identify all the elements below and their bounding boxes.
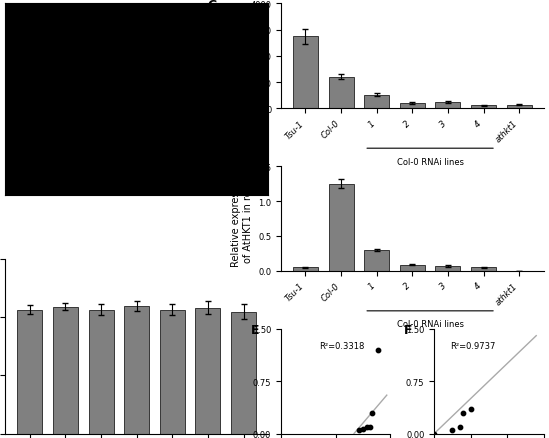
Bar bbox=[435, 103, 461, 109]
Point bbox=[373, 346, 382, 353]
Bar bbox=[18, 310, 42, 434]
Text: E: E bbox=[250, 324, 259, 337]
Bar bbox=[364, 95, 389, 109]
Point bbox=[362, 424, 371, 431]
Bar bbox=[293, 37, 318, 109]
Point bbox=[358, 425, 367, 432]
Bar bbox=[329, 78, 354, 109]
Point bbox=[448, 427, 457, 434]
Bar bbox=[88, 310, 114, 434]
Text: Col-0 RNAi lines: Col-0 RNAi lines bbox=[396, 319, 463, 328]
Point bbox=[466, 406, 475, 413]
Bar bbox=[471, 106, 496, 109]
Point bbox=[368, 409, 377, 416]
Point bbox=[430, 430, 439, 437]
Bar bbox=[124, 306, 149, 434]
Bar bbox=[53, 307, 78, 434]
Text: F: F bbox=[404, 324, 412, 337]
Y-axis label: Seed number: Seed number bbox=[234, 24, 245, 89]
Text: R²=0.3318: R²=0.3318 bbox=[320, 342, 365, 350]
Bar bbox=[195, 308, 220, 434]
Bar bbox=[400, 265, 425, 272]
Point bbox=[355, 427, 364, 434]
Point bbox=[455, 424, 464, 431]
Text: C: C bbox=[208, 0, 217, 12]
Bar bbox=[160, 310, 185, 434]
Bar bbox=[507, 106, 531, 109]
Bar bbox=[400, 103, 425, 109]
Bar bbox=[435, 266, 461, 272]
Bar bbox=[329, 184, 354, 272]
Text: D: D bbox=[208, 162, 218, 174]
Text: R²=0.9737: R²=0.9737 bbox=[451, 342, 496, 350]
Bar bbox=[231, 312, 256, 434]
Point bbox=[459, 409, 468, 416]
Y-axis label: Relative expression
of AtHKT1 in roots: Relative expression of AtHKT1 in roots bbox=[231, 171, 253, 267]
Bar bbox=[293, 268, 318, 272]
Bar bbox=[471, 268, 496, 272]
Point bbox=[366, 423, 375, 430]
Bar bbox=[364, 251, 389, 272]
Text: Col-0 RNAi lines: Col-0 RNAi lines bbox=[396, 157, 463, 166]
